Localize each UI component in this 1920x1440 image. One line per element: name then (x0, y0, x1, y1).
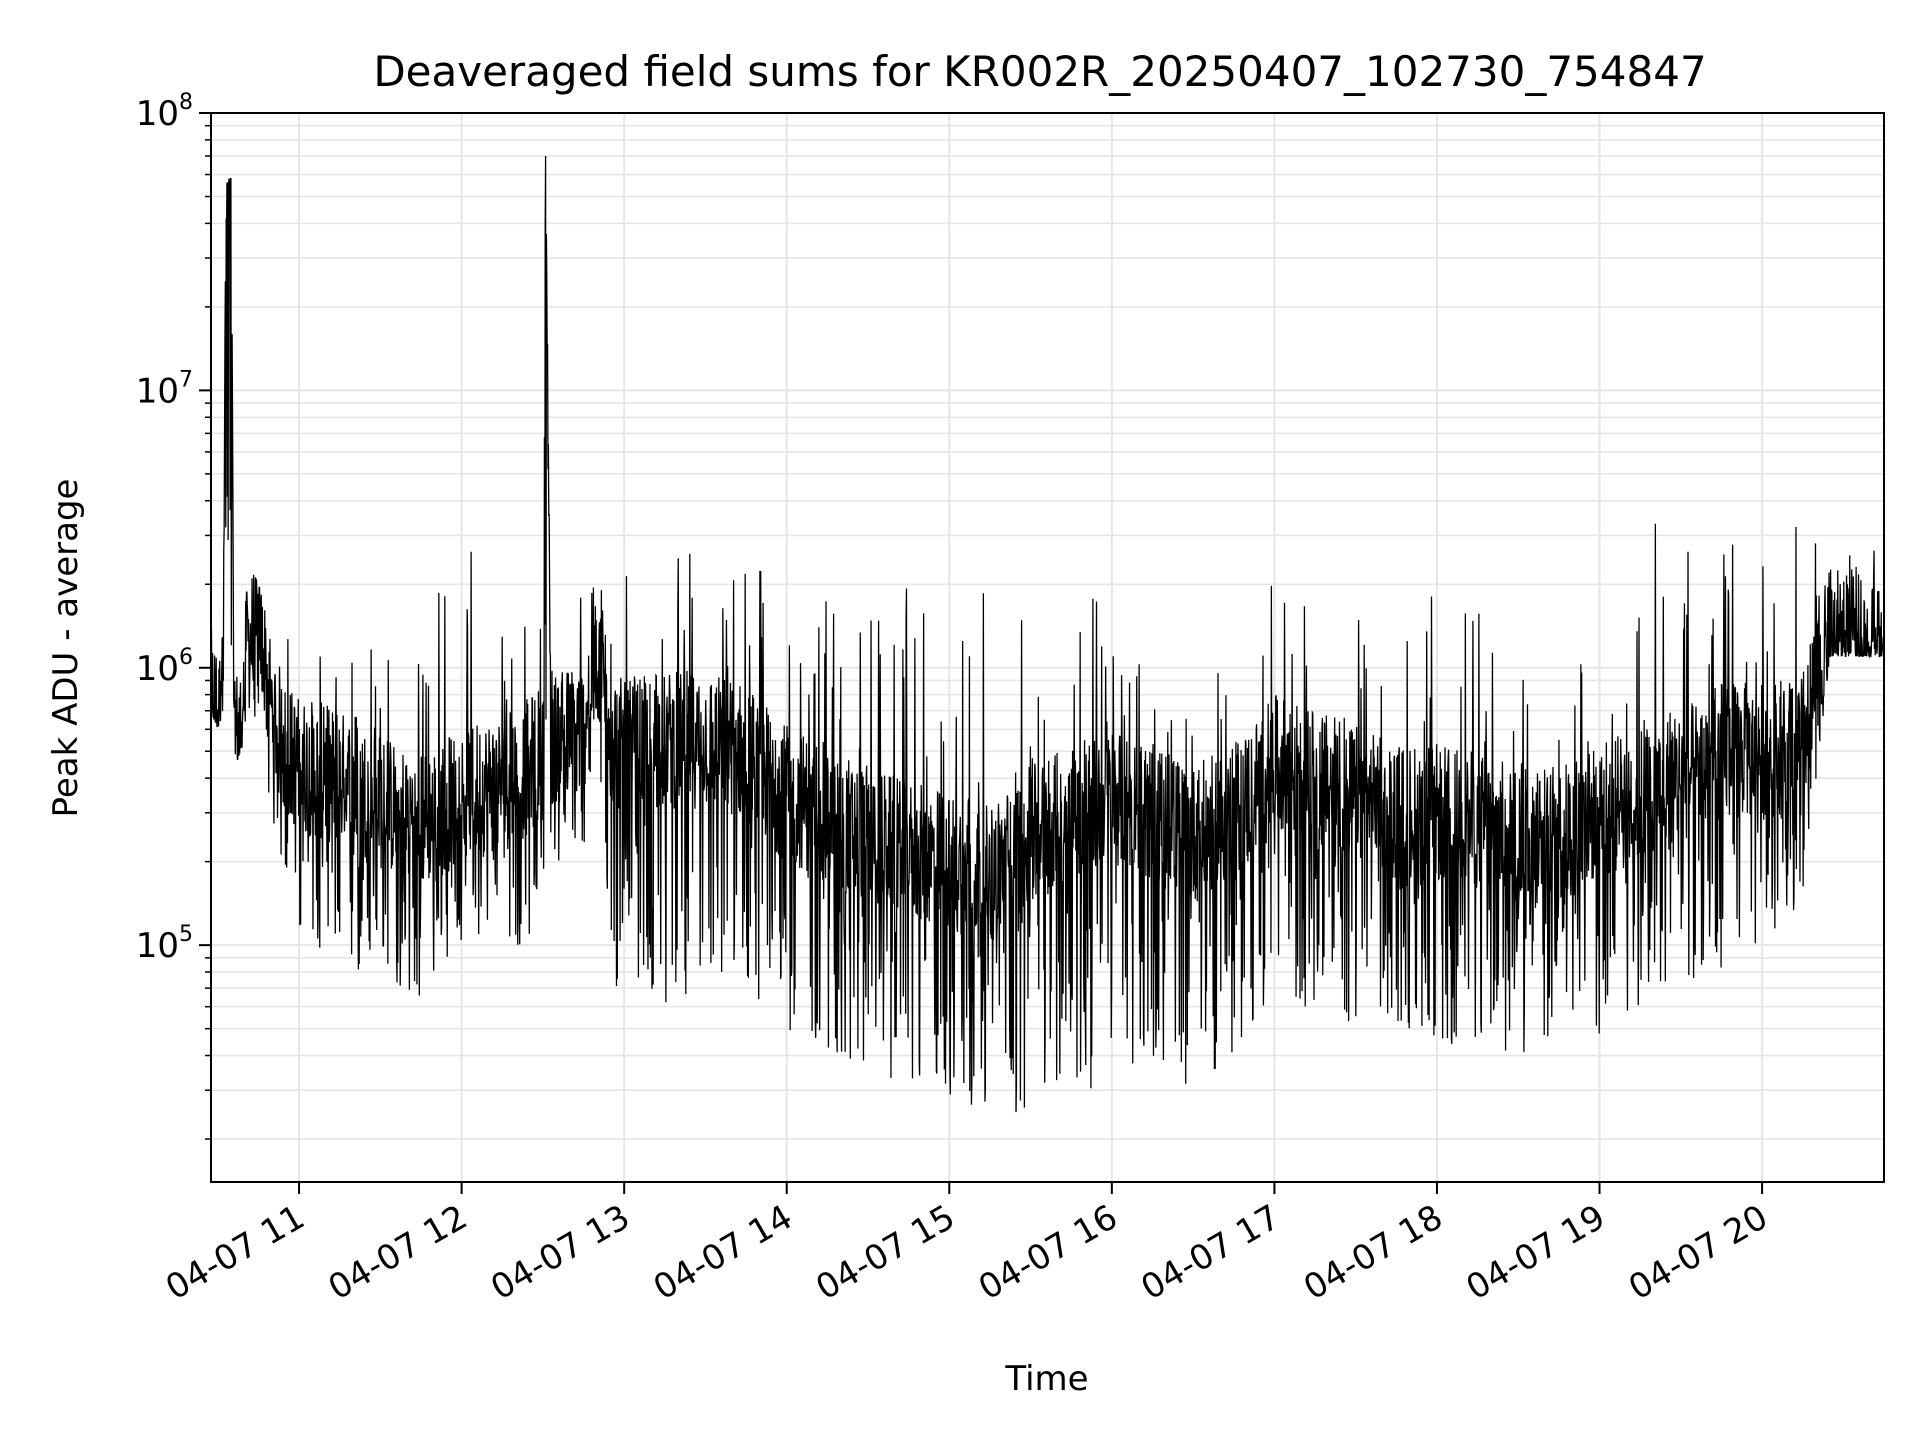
series-line (210, 155, 1885, 1113)
y-tick-label: 106 (136, 645, 193, 689)
x-tick-label: 04-07 11 (159, 1197, 311, 1308)
y-tick-label: 108 (136, 90, 193, 134)
x-axis-label: Time (1004, 1359, 1088, 1399)
x-tick-label: 04-07 16 (972, 1197, 1124, 1308)
x-tick-label: 04-07 15 (809, 1197, 961, 1308)
y-tick-label: 107 (136, 367, 193, 411)
grid (211, 112, 1884, 1182)
y-tick-label: 105 (136, 922, 193, 966)
y-axis: 105 106 107 108 (136, 90, 211, 1140)
series-layer (210, 155, 1885, 1113)
x-tick-label: 04-07 19 (1460, 1197, 1612, 1308)
x-tick-label: 04-07 12 (322, 1197, 474, 1308)
chart-title: Deaveraged field sums for KR002R_2025040… (373, 47, 1706, 96)
plot-frame (210, 112, 1885, 1183)
x-axis: 04-07 11 04-07 12 04-07 13 04-07 14 04-07 15… (159, 1182, 1775, 1308)
x-tick-label: 04-07 17 (1135, 1197, 1287, 1308)
y-axis-label: Peak ADU - average (46, 479, 86, 818)
x-tick-label: 04-07 13 (484, 1197, 636, 1308)
x-tick-label: 04-07 14 (647, 1197, 799, 1308)
x-tick-label: 04-07 20 (1622, 1197, 1774, 1308)
x-tick-label: 04-07 18 (1297, 1197, 1449, 1308)
